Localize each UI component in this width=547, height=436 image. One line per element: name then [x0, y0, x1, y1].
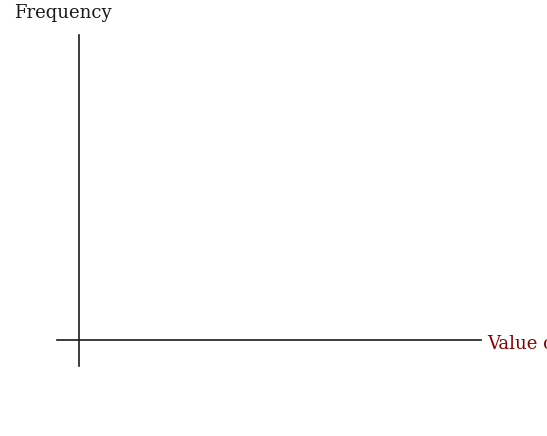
Text: Value of the Change: Value of the Change [487, 335, 547, 354]
Text: Frequency: Frequency [14, 4, 111, 22]
